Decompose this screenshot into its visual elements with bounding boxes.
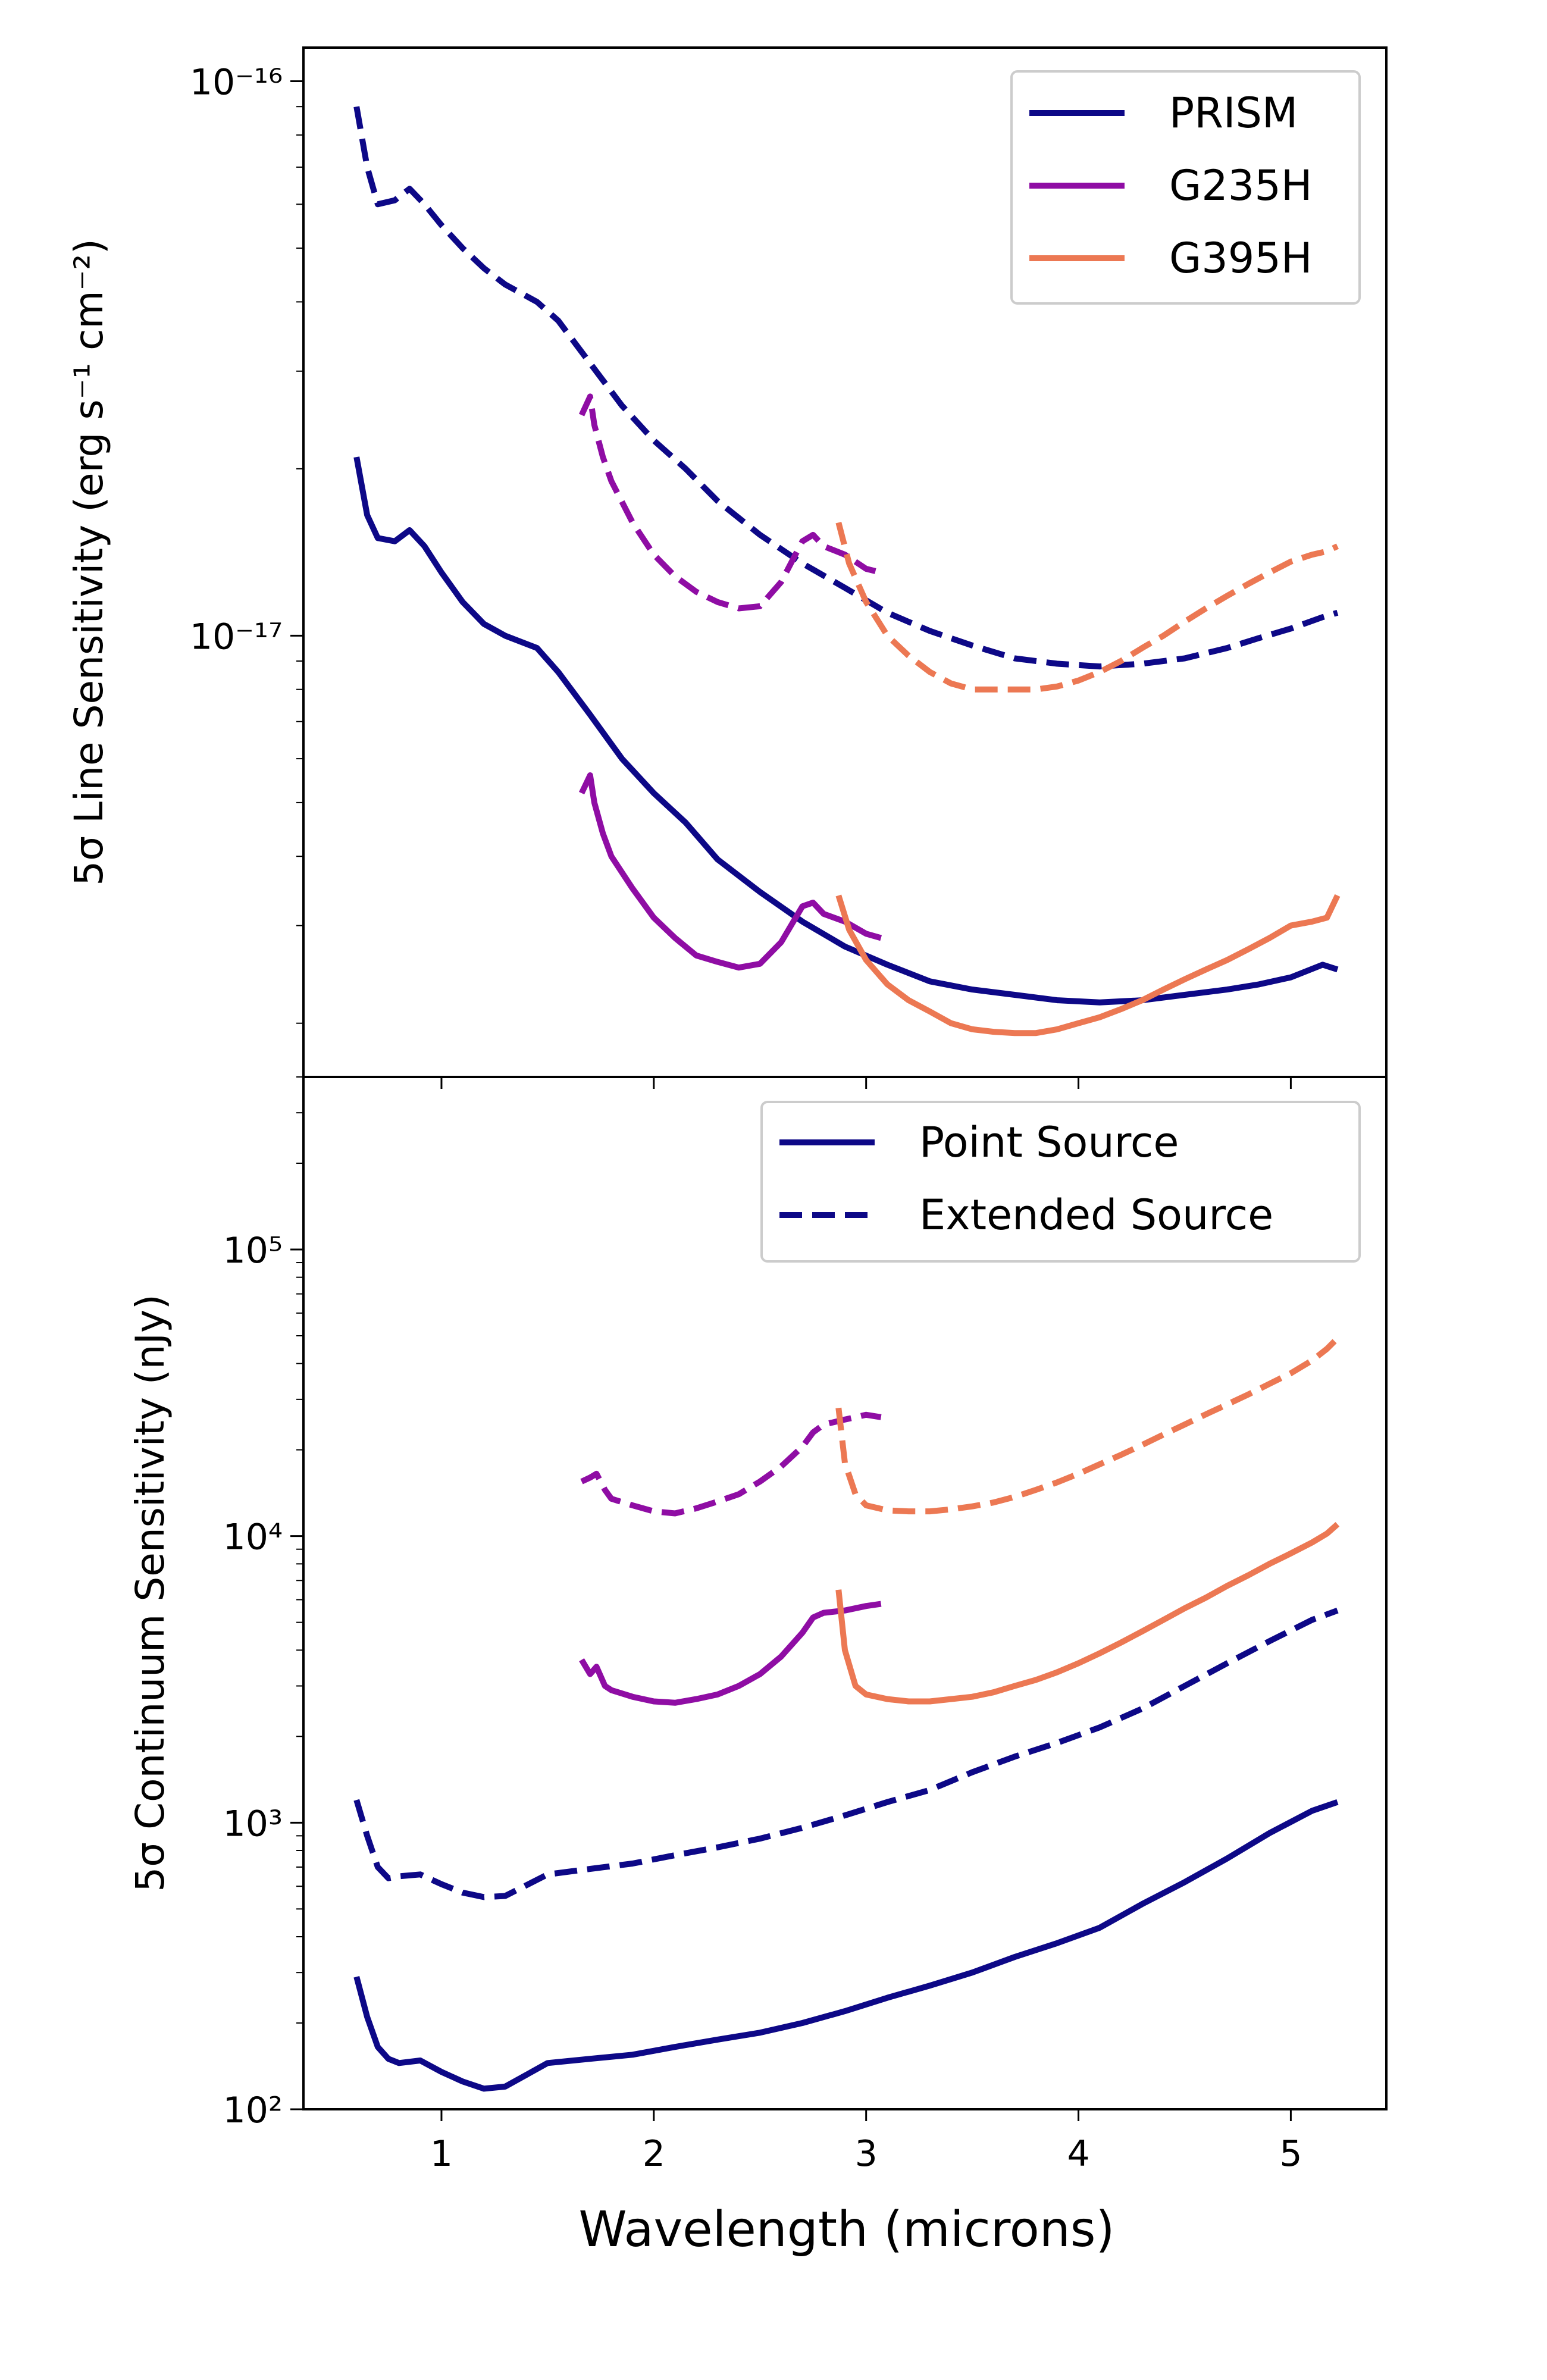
legend-box — [760, 1101, 1361, 1263]
y-tick-label: 10⁴ — [223, 1517, 283, 1558]
continuum-sensitivity-panel: 1 2 3 4 5 10² 10³ 10⁴ 10⁵ 5σ Continuum Sensitivit… — [127, 1076, 1388, 2175]
x-tick-label: 2 — [643, 2133, 665, 2175]
series-line-prism-dashed — [353, 1608, 1339, 1900]
y-axis-label: 5σ Line Sensitivity (erg s⁻¹ cm⁻²) — [66, 239, 112, 885]
y-axis-label: 5σ Continuum Sensitivity (nJy) — [127, 1294, 173, 1892]
legend-label: Point Source — [919, 1118, 1179, 1167]
series-line-g235h-dashed — [580, 1411, 882, 1517]
x-tick-label: 5 — [1279, 2133, 1302, 2175]
x-axis-label: Wavelength (microns) — [579, 2202, 1115, 2258]
series-line-g395h-dashed — [835, 1336, 1340, 1515]
legend-box — [1010, 70, 1361, 305]
y-tick-label: 10⁵ — [223, 1230, 283, 1272]
series-line-g235h-dashed — [578, 393, 882, 612]
legend-label: G235H — [1169, 161, 1313, 210]
legend-label: Extended Source — [919, 1191, 1273, 1239]
series-line-g395h-solid — [835, 894, 1341, 1036]
series-line-g395h-dashed — [835, 521, 1339, 693]
series-line-prism-dashed — [353, 106, 1339, 670]
y-tick-label: 10⁻¹⁷ — [190, 616, 283, 657]
legend-label: PRISM — [1169, 89, 1298, 137]
series-line-g235h-solid — [578, 772, 882, 971]
y-tick-label: 10² — [223, 2090, 283, 2131]
legend-label: G395H — [1169, 234, 1313, 283]
plot-frame-bottom — [302, 1076, 1388, 2110]
x-tick-label: 4 — [1067, 2133, 1089, 2175]
series-line-g235h-solid — [579, 1601, 882, 1706]
y-tick-label: 10³ — [223, 1803, 283, 1844]
x-tick-label: 1 — [430, 2133, 453, 2175]
series-line-g395h-solid — [835, 1521, 1340, 1705]
x-tick-label: 3 — [855, 2133, 878, 2175]
y-tick-label: 10⁻¹⁶ — [190, 62, 283, 104]
line-sensitivity-panel: 10⁻¹⁷ 10⁻¹⁶ 5σ Line Sensitivity (erg s⁻¹ c… — [66, 46, 1388, 1089]
series-line-prism-solid — [353, 456, 1339, 1006]
series-line-prism-solid — [353, 1799, 1339, 2092]
